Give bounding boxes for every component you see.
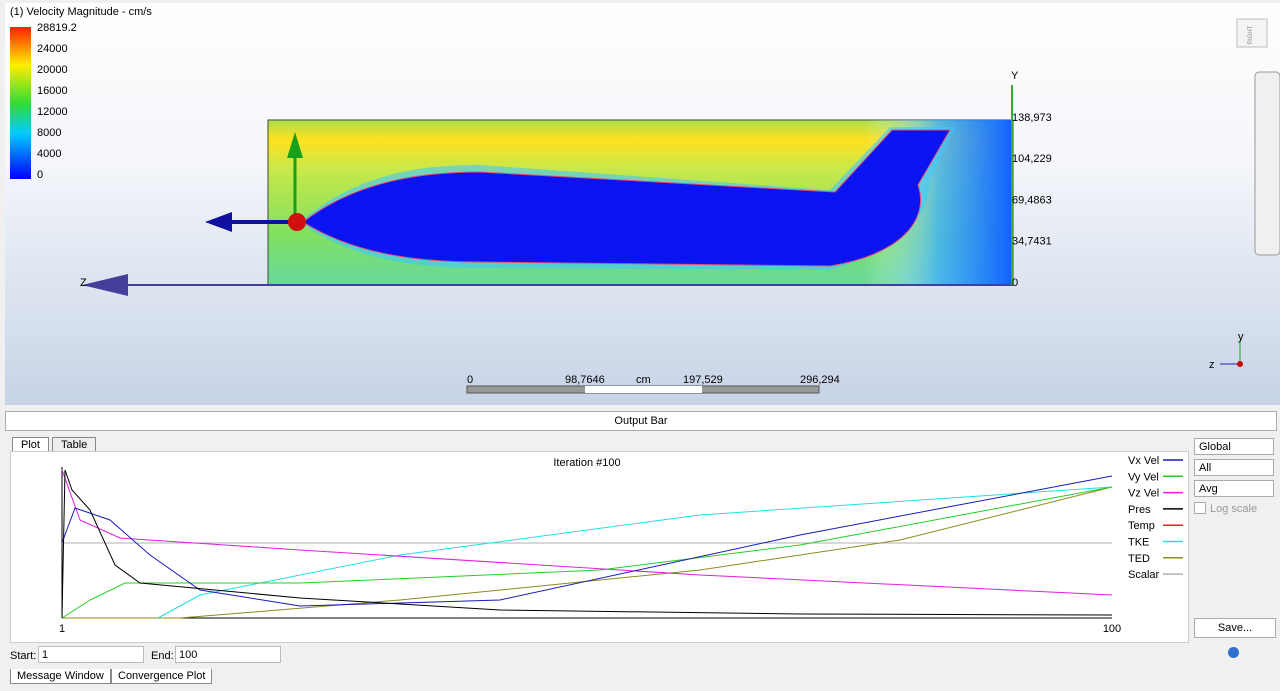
dropdown[interactable]: Global bbox=[1194, 438, 1274, 455]
x-tick-label: 100 bbox=[1103, 623, 1121, 635]
triad-origin bbox=[1237, 361, 1243, 367]
legend-label: Vy Vel bbox=[1128, 471, 1159, 483]
tab[interactable]: Plot bbox=[12, 437, 49, 452]
bottom-tab[interactable]: Convergence Plot bbox=[111, 669, 213, 684]
legend-label: 12000 bbox=[37, 106, 68, 118]
legend-label: Vz Vel bbox=[1128, 488, 1159, 500]
legend-label: 16000 bbox=[37, 85, 68, 97]
bottom-tab[interactable]: Message Window bbox=[10, 669, 111, 684]
curve bbox=[61, 486, 1113, 619]
checkbox-label: Log scale bbox=[1210, 503, 1258, 515]
legend-label: 20000 bbox=[37, 64, 68, 76]
ruler-label: 104,229 bbox=[1012, 153, 1052, 165]
legend-label: TKE bbox=[1128, 537, 1149, 549]
legend-label: 0 bbox=[37, 169, 43, 181]
axis-label: Z bbox=[80, 277, 87, 289]
end-input[interactable]: 100 bbox=[175, 646, 281, 663]
origin bbox=[288, 213, 306, 231]
x-tick-label: 1 bbox=[59, 623, 65, 635]
curve bbox=[157, 486, 1113, 619]
save-button[interactable]: Save... bbox=[1194, 618, 1276, 638]
arrow-head bbox=[205, 212, 232, 232]
convergence-plot: Iteration #100 1 100 Vx Vel Vy Vel Vz Vel P… bbox=[59, 455, 1183, 635]
label: Start: bbox=[10, 650, 37, 662]
legend-label: TED bbox=[1128, 553, 1150, 565]
start-input[interactable]: 1 bbox=[38, 646, 144, 663]
dropdown[interactable]: All bbox=[1194, 459, 1274, 476]
curve bbox=[61, 469, 1113, 596]
triad-label: y bbox=[1238, 331, 1244, 343]
help-icon[interactable] bbox=[1228, 647, 1239, 658]
viewport-title: (1) Velocity Magnitude - cm/s bbox=[10, 6, 152, 18]
ruler-label: 69,4863 bbox=[1012, 194, 1052, 206]
plot-title: Iteration #100 bbox=[553, 457, 620, 469]
legend-label: 4000 bbox=[37, 148, 61, 160]
legend-label: Scalar bbox=[1128, 569, 1160, 581]
legend-label: Temp bbox=[1128, 520, 1155, 532]
ruler-label: 0 bbox=[1012, 277, 1018, 289]
body bbox=[302, 129, 951, 267]
curve bbox=[62, 486, 1113, 619]
checkbox[interactable] bbox=[1194, 502, 1206, 514]
arrow-head bbox=[82, 274, 128, 296]
tab[interactable]: Table bbox=[52, 437, 97, 452]
scale-label: 296,294 bbox=[800, 374, 840, 386]
scale-bar bbox=[585, 386, 702, 393]
scale-label: cm bbox=[636, 374, 651, 386]
ruler-label: 138,973 bbox=[1012, 112, 1052, 124]
dropdown[interactable]: Avg bbox=[1194, 480, 1274, 497]
legend-label: 24000 bbox=[37, 43, 68, 55]
axis-label: Y bbox=[1011, 70, 1019, 82]
view-cube[interactable] bbox=[1236, 18, 1268, 48]
scale-label: 197,529 bbox=[683, 374, 723, 386]
triad-label: z bbox=[1209, 359, 1215, 371]
viewport-graphics: Y Z RIGHT y z (1) Velocity Magnitude - cm… bbox=[10, 6, 1280, 394]
legend-label: Vx Vel bbox=[1128, 455, 1159, 467]
label: End: bbox=[151, 650, 174, 662]
scale-label: 0 bbox=[467, 374, 473, 386]
nav-toolbar[interactable] bbox=[1254, 71, 1280, 256]
legend-label: 28819.2 bbox=[37, 22, 77, 34]
color-legend bbox=[10, 27, 31, 179]
ruler-label: 34,7431 bbox=[1012, 236, 1052, 248]
scale-label: 98,7646 bbox=[565, 374, 605, 386]
output-bar[interactable]: Output Bar bbox=[5, 411, 1277, 431]
legend-label: 8000 bbox=[37, 127, 61, 139]
view-cube-label: RIGHT bbox=[1248, 25, 1254, 44]
arrow-head bbox=[287, 132, 303, 158]
curve bbox=[61, 469, 1113, 619]
curve bbox=[61, 475, 1113, 607]
legend-label: Pres bbox=[1128, 504, 1151, 516]
